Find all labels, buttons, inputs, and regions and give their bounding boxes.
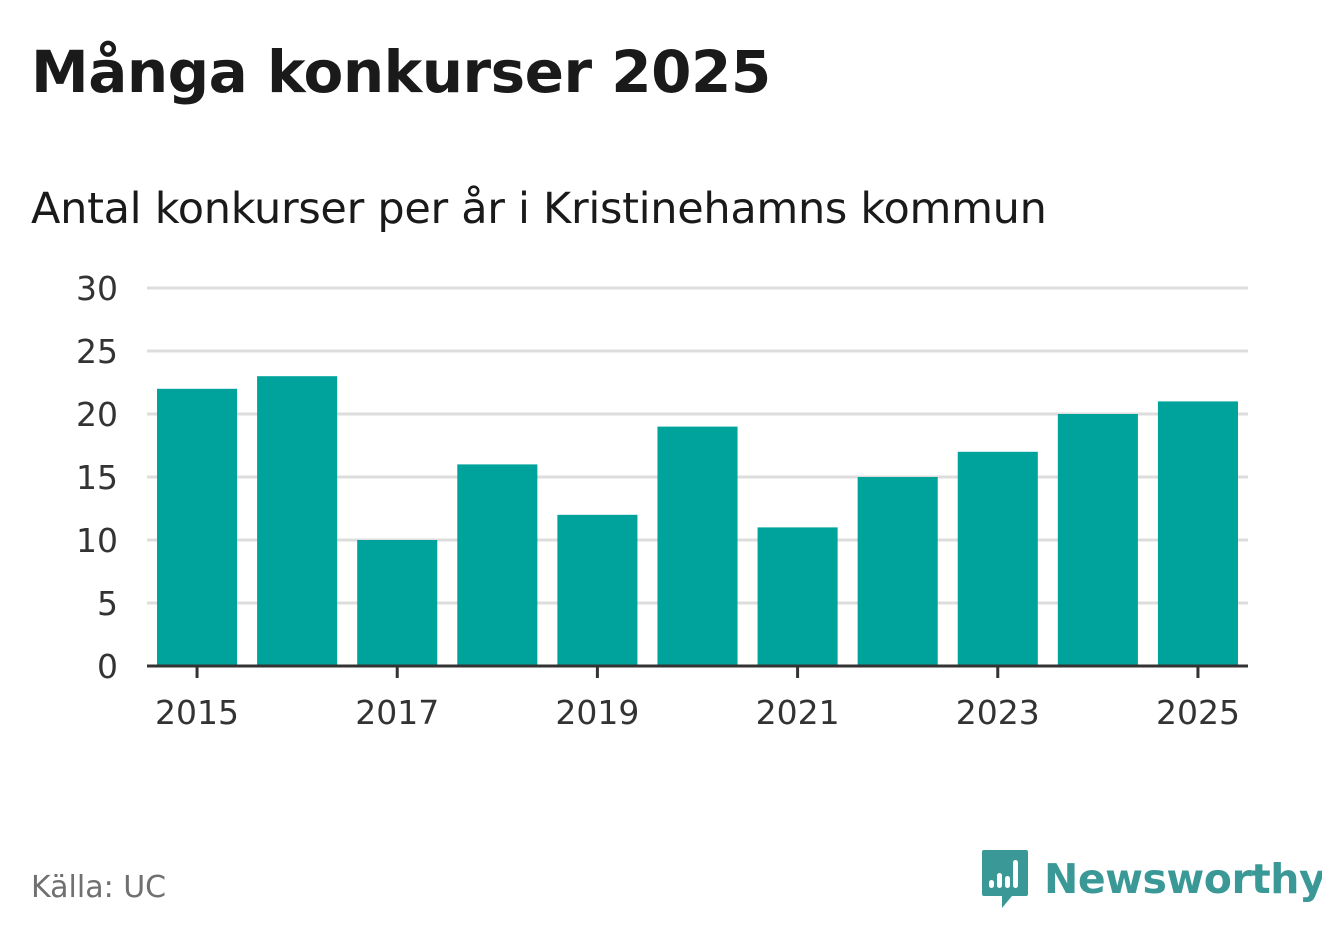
chart-title: Många konkurser 2025	[31, 38, 771, 106]
y-tick-label: 0	[97, 647, 118, 686]
x-tick-label: 2023	[956, 693, 1040, 732]
bar	[357, 540, 438, 666]
bar	[657, 426, 738, 666]
bar	[557, 514, 638, 666]
y-tick-label: 25	[76, 332, 118, 371]
x-tick-label: 2017	[355, 693, 439, 732]
brand-logo: Newsworthy	[980, 848, 1322, 910]
x-tick-label: 2019	[555, 693, 639, 732]
bar	[1057, 414, 1138, 666]
chart-subtitle: Antal konkurser per år i Kristinehamns k…	[31, 184, 1047, 234]
bar	[857, 477, 938, 666]
bar	[457, 464, 538, 666]
newsworthy-logo-icon	[982, 850, 1028, 908]
brand-name: Newsworthy	[1044, 855, 1322, 903]
bar-layer	[157, 376, 1238, 666]
y-tick-label: 10	[76, 521, 118, 560]
bar	[1157, 401, 1238, 666]
bar	[957, 451, 1038, 666]
x-tick-label: 2021	[756, 693, 840, 732]
y-tick-label: 20	[76, 395, 118, 434]
bar	[757, 527, 838, 666]
x-tick-label: 2025	[1156, 693, 1240, 732]
bar	[257, 376, 338, 666]
source-note: Källa: UC	[31, 870, 167, 905]
x-tick-label: 2015	[155, 693, 239, 732]
y-tick-label: 5	[97, 584, 118, 623]
y-tick-label: 30	[76, 269, 118, 308]
bar	[157, 388, 238, 666]
y-tick-label: 15	[76, 458, 118, 497]
